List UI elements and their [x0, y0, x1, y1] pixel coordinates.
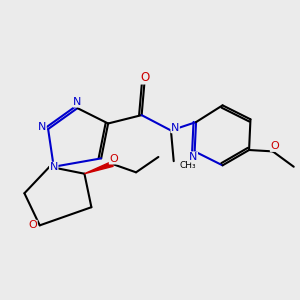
- Text: O: O: [140, 71, 150, 84]
- Text: N: N: [171, 123, 179, 133]
- Text: N: N: [38, 122, 46, 132]
- Text: O: O: [270, 141, 279, 152]
- Text: N: N: [189, 152, 197, 162]
- Polygon shape: [50, 164, 54, 169]
- Text: N: N: [50, 162, 58, 172]
- Text: O: O: [28, 220, 37, 230]
- Text: CH₃: CH₃: [180, 161, 196, 170]
- Polygon shape: [84, 162, 113, 174]
- Text: N: N: [73, 97, 82, 107]
- Text: O: O: [109, 154, 118, 164]
